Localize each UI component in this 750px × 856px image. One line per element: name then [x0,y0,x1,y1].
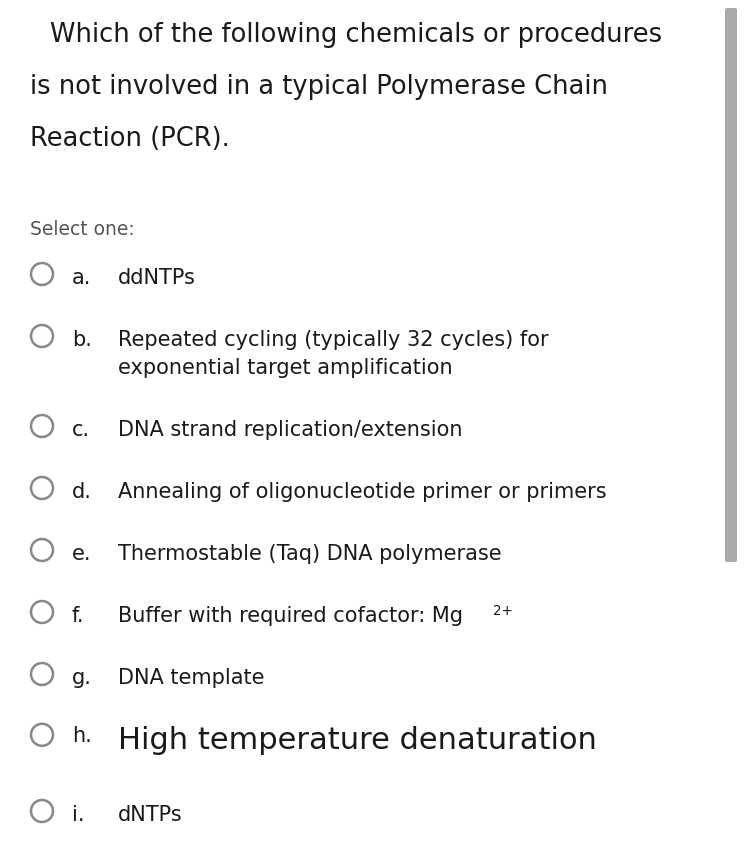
Text: e.: e. [72,544,92,564]
Text: exponential target amplification: exponential target amplification [118,358,452,378]
Text: 2+: 2+ [493,604,513,618]
Text: f.: f. [72,606,85,626]
Text: Buffer with required cofactor: Mg: Buffer with required cofactor: Mg [118,606,463,626]
Text: d.: d. [72,482,92,502]
Text: dNTPs: dNTPs [118,805,183,825]
Text: Annealing of oligonucleotide primer or primers: Annealing of oligonucleotide primer or p… [118,482,607,502]
Text: h.: h. [72,726,92,746]
Text: g.: g. [72,668,92,688]
FancyBboxPatch shape [725,8,737,562]
Text: DNA template: DNA template [118,668,265,688]
Text: c.: c. [72,420,90,440]
Text: Which of the following chemicals or procedures: Which of the following chemicals or proc… [50,22,662,48]
Text: a.: a. [72,268,92,288]
Text: b.: b. [72,330,92,350]
Text: Repeated cycling (typically 32 cycles) for: Repeated cycling (typically 32 cycles) f… [118,330,548,350]
Text: i.: i. [72,805,85,825]
Text: ddNTPs: ddNTPs [118,268,196,288]
Text: Select one:: Select one: [30,220,135,239]
Text: DNA strand replication/extension: DNA strand replication/extension [118,420,463,440]
Text: High temperature denaturation: High temperature denaturation [118,726,597,755]
Text: Reaction (PCR).: Reaction (PCR). [30,126,230,152]
Text: is not involved in a typical Polymerase Chain: is not involved in a typical Polymerase … [30,74,608,100]
Text: Thermostable (Taq) DNA polymerase: Thermostable (Taq) DNA polymerase [118,544,502,564]
